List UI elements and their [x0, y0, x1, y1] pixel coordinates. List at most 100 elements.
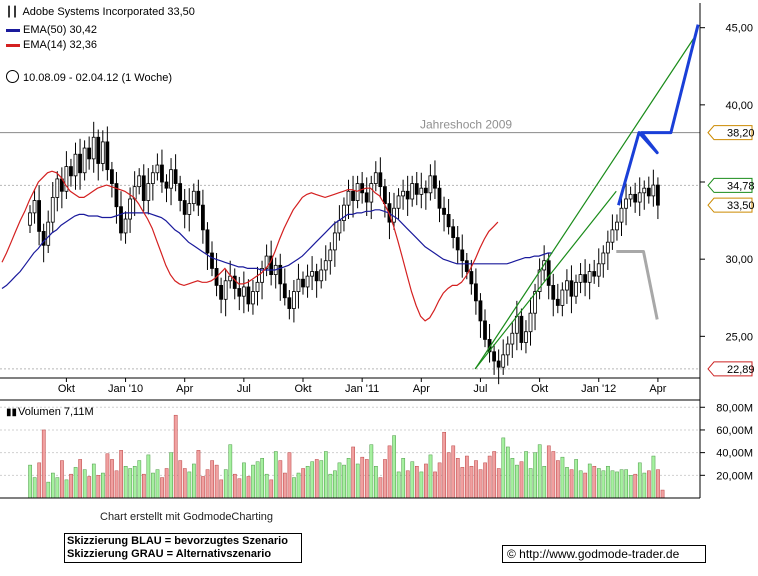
- candle-up: [610, 229, 615, 243]
- volume-bar: [364, 459, 369, 499]
- volume-bar: [478, 469, 483, 499]
- ema50-label: EMA(50) 30,42: [23, 24, 97, 36]
- candle-down: [360, 183, 365, 194]
- volume-bar: [346, 458, 351, 499]
- candle-up: [100, 141, 105, 164]
- candle-down: [282, 283, 287, 299]
- source-link[interactable]: © http://www.godmode-trader.de: [502, 545, 706, 563]
- candle-down: [496, 360, 501, 368]
- candle-down: [592, 271, 597, 277]
- candle-up: [187, 203, 192, 215]
- scenario-projections: [616, 24, 700, 320]
- candle-up: [319, 269, 324, 282]
- candle-up: [410, 183, 415, 200]
- volume-legend: ▮▮Volumen 7,11M: [6, 406, 94, 418]
- price-tag-box: [707, 361, 753, 377]
- ema50-line: [1, 209, 553, 289]
- volume-bar: [337, 462, 342, 499]
- candle-up: [28, 212, 32, 226]
- volume-bar: [551, 451, 556, 499]
- volume-bar: [583, 472, 588, 499]
- volume-bar: [123, 465, 128, 499]
- volume-bar: [142, 473, 146, 499]
- candle-down: [246, 286, 251, 305]
- volume-bar: [192, 463, 196, 499]
- x-tick-label: Jan '10: [108, 383, 143, 395]
- volume-bar: [633, 473, 638, 499]
- volume-bar: [442, 431, 446, 499]
- volume-bar: [96, 475, 101, 499]
- candle-down: [278, 264, 283, 285]
- candle-down: [78, 153, 82, 174]
- price-tag: 38,20: [707, 125, 755, 141]
- volume-bar: [233, 473, 237, 499]
- volume-bar: [642, 472, 647, 499]
- volume-icon: ▮▮: [6, 407, 18, 418]
- candle-up: [528, 312, 533, 333]
- volume-bar: [301, 468, 305, 499]
- candle-up: [578, 274, 583, 283]
- volume-bar: [242, 462, 246, 499]
- candle-up: [296, 278, 301, 292]
- candle-down: [182, 200, 187, 215]
- note-gray: Skizzierung GRAU = Alternativszenario: [67, 548, 272, 560]
- x-tick-label: Jan '12: [581, 383, 616, 395]
- candle-down: [483, 320, 487, 340]
- volume-bar: [228, 444, 233, 499]
- candle-down: [405, 190, 410, 200]
- ema14-swatch: [6, 43, 20, 47]
- candle-down: [656, 184, 660, 206]
- volume-bar: [114, 470, 119, 499]
- volume-bar: [28, 464, 32, 499]
- volume-bar: [510, 458, 515, 499]
- volume-bar: [264, 473, 269, 499]
- volume-bar: [169, 452, 174, 499]
- volume-bar: [560, 456, 565, 499]
- volume-bar: [255, 461, 260, 499]
- candle-down: [633, 193, 638, 203]
- volume-bar: [410, 461, 415, 499]
- volume-bar: [201, 476, 205, 499]
- candle-down: [423, 187, 428, 194]
- volume-bar: [46, 481, 51, 499]
- volume-bar: [128, 468, 133, 499]
- volume-bar: [305, 465, 310, 499]
- candle-up: [642, 187, 647, 194]
- candle-down: [437, 187, 442, 209]
- volume-bar: [592, 465, 597, 499]
- volume-bar: [656, 469, 660, 499]
- volume-bar: [637, 462, 642, 499]
- candle-up: [346, 190, 351, 206]
- volume-bar: [41, 429, 46, 499]
- candle-down: [551, 285, 556, 300]
- candle-down: [105, 141, 110, 171]
- volume-bar: [64, 479, 69, 499]
- volume-bar: [369, 444, 374, 499]
- candle-down: [173, 169, 178, 184]
- volume-bar: [546, 445, 551, 499]
- volume-bar: [597, 468, 601, 499]
- note-blue: Skizzierung BLAU = bevorzugtes Szenario: [67, 535, 288, 547]
- candle-down: [210, 252, 214, 269]
- price-tag-box: [707, 197, 753, 213]
- volume-bar: [237, 478, 242, 499]
- volume-bar: [587, 463, 592, 499]
- volume-bar: [296, 472, 301, 499]
- volume-bar: [660, 489, 665, 499]
- candle-down: [351, 190, 355, 201]
- candle-up: [637, 192, 642, 203]
- volume-bar: [474, 460, 478, 499]
- candle-up: [291, 291, 296, 309]
- volume-bar: [155, 469, 160, 499]
- y-tick-label: 45,00: [725, 23, 753, 35]
- volume-bar: [219, 479, 224, 499]
- period-legend: 10.08.09 - 02.04.12 (1 Woche): [6, 70, 172, 84]
- volume-bar: [205, 469, 210, 499]
- candle-down: [232, 275, 237, 289]
- volume-bar: [160, 477, 164, 499]
- candle-down: [546, 260, 551, 286]
- candle-down: [473, 283, 478, 302]
- candlestick-icon: ┃┃: [6, 7, 19, 18]
- volume-bar: [565, 467, 569, 499]
